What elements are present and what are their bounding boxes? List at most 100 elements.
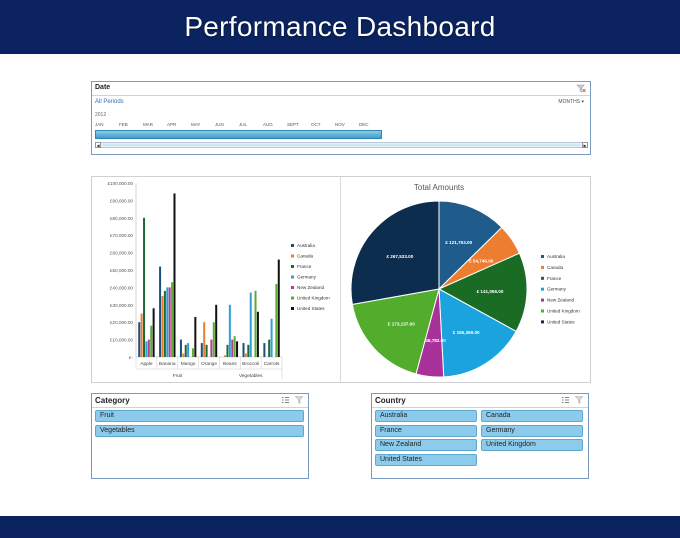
slicer-item-fruit[interactable]: Fruit [95,410,304,422]
timeline-month-apr[interactable]: APR [167,122,177,127]
y-tick-label: £70,000.00 [110,233,133,238]
timeline-month-jul[interactable]: JUL [239,122,248,127]
pie-slice-australia [438,200,503,291]
pie-data-label: £ 121,753.00 [445,240,472,245]
scroll-right-icon[interactable]: ▶ [582,142,588,148]
timeline-month-oct[interactable]: OCT [311,122,321,127]
bar-germany-broccoli [249,292,252,357]
x-tick-label: Apple [140,361,153,367]
timeline-month-jan[interactable]: JAN [95,122,104,127]
legend-entry: France [547,276,562,281]
bar-australia-carrots [263,343,266,357]
slicer-item-new-zealand[interactable]: New Zealand [375,439,477,451]
slicer-item-australia[interactable]: Australia [375,410,477,422]
legend-entry: United States [547,319,575,324]
clear-filter-icon[interactable] [575,396,584,404]
timeline-year: 2012 [95,112,107,118]
legend-entry: Germany [297,275,317,280]
legend-swatch [541,265,544,269]
timeline-month-aug[interactable]: AUG [263,122,273,127]
y-tick-label: £60,000.00 [110,251,133,256]
bar-united-kingdom-apple [150,325,153,357]
date-timeline: Date All Periods MONTHS ▾ 2012 JAN FEB MAR… [91,81,591,155]
group-label: Fruit [173,373,183,379]
bar-france-beans [226,344,229,357]
timeline-title: Date [95,84,111,91]
scroll-left-icon[interactable]: ◀ [95,142,101,148]
slicer-item-germany[interactable]: Germany [481,424,583,437]
slicer-divider [92,407,308,408]
bar-canada-beans [224,355,227,357]
bar-new-zealand-orange [210,339,213,357]
slicer-divider [372,407,588,408]
dashboard-footer [0,516,680,538]
bar-canada-apple [140,313,143,357]
pie-data-label: £ 155,369.00 [453,330,480,335]
legend-entry: Australia [297,243,315,248]
y-tick-label: £90,000.00 [110,198,133,203]
timeline-month-dec[interactable]: DEC [359,122,369,127]
bar-united-states-apple [152,308,155,357]
y-tick-label: £- [129,355,134,360]
bar-new-zealand-beans [231,339,234,357]
legend-entry: United Kingdom [547,309,580,314]
legend-entry: Australia [547,254,565,259]
timeline-month-sept[interactable]: SEPT [287,122,299,127]
y-tick-label: £10,000.00 [110,338,133,343]
slicer-item-france[interactable]: France [375,424,477,437]
bar-united-states-banana [173,193,176,357]
legend-entry: New Zealand [297,285,325,290]
category-slicer: Category Fruit Vegetables [91,393,309,479]
country-slicer-title: Country [375,396,406,405]
legend-entry: United States [297,306,325,311]
bar-united-kingdom-carrots [275,283,278,357]
timeline-month-feb[interactable]: FEB [119,122,128,127]
timeline-level-dropdown[interactable]: MONTHS ▾ [558,99,584,105]
x-tick-label: Broccoli [242,361,259,367]
y-tick-label: £40,000.00 [110,285,133,290]
bar-united-states-mango [194,316,197,357]
slicer-item-vegetables[interactable]: Vegetables [95,425,304,437]
legend-swatch [291,307,294,310]
bar-france-apple [143,217,146,357]
legend-swatch [541,276,544,280]
x-tick-label: Orange [201,361,217,367]
timeline-period-label: All Periods [95,99,124,105]
slicer-item-united-kingdom[interactable]: United Kingdom [481,439,583,451]
timeline-selection-bar[interactable] [95,130,382,139]
legend-swatch [541,287,544,291]
legend-swatch [291,265,294,268]
x-tick-label: Mango [181,361,196,367]
bar-canada-banana [161,296,164,357]
timeline-month-nov[interactable]: NOV [335,122,345,127]
y-tick-label: £100,000.00 [107,181,133,186]
timeline-month-jun[interactable]: JUN [215,122,224,127]
scrollbar-thumb[interactable] [103,144,580,146]
timeline-month-mar[interactable]: MAR [143,122,153,127]
pie-slice-united-states [350,200,440,305]
timeline-divider [92,95,590,96]
legend-entry: Canada [297,254,314,259]
legend-entry: France [297,264,312,269]
clear-filter-icon[interactable] [576,84,586,93]
timeline-month-may[interactable]: MAY [191,122,201,127]
bar-france-broccoli [247,344,250,357]
legend-swatch [291,254,294,258]
bar-australia-broccoli [242,343,245,357]
page-title: Performance Dashboard [184,11,496,42]
legend-swatch [291,286,294,289]
legend-swatch [291,296,294,300]
bar-germany-banana [166,287,169,357]
x-tick-label: Carrots [264,361,280,367]
slicer-item-united-states[interactable]: United States [375,453,477,466]
clear-filter-icon[interactable] [295,396,304,404]
slicer-item-canada[interactable]: Canada [481,410,583,422]
bar-united-states-orange [215,304,218,357]
timeline-scrollbar[interactable]: ◀ ▶ [95,142,588,148]
multi-select-icon[interactable] [281,396,290,404]
pie-data-label: £ 48,782.00 [421,338,446,343]
multi-select-icon[interactable] [561,396,570,404]
chart-divider [340,177,341,382]
pie-chart: Total Amounts £ 121,753.00 £ 54,745.00 £ 14… [350,183,580,378]
charts-panel: £- £10,000.00 £20,000.00 £30,000.00 £40,000.… [91,176,591,383]
